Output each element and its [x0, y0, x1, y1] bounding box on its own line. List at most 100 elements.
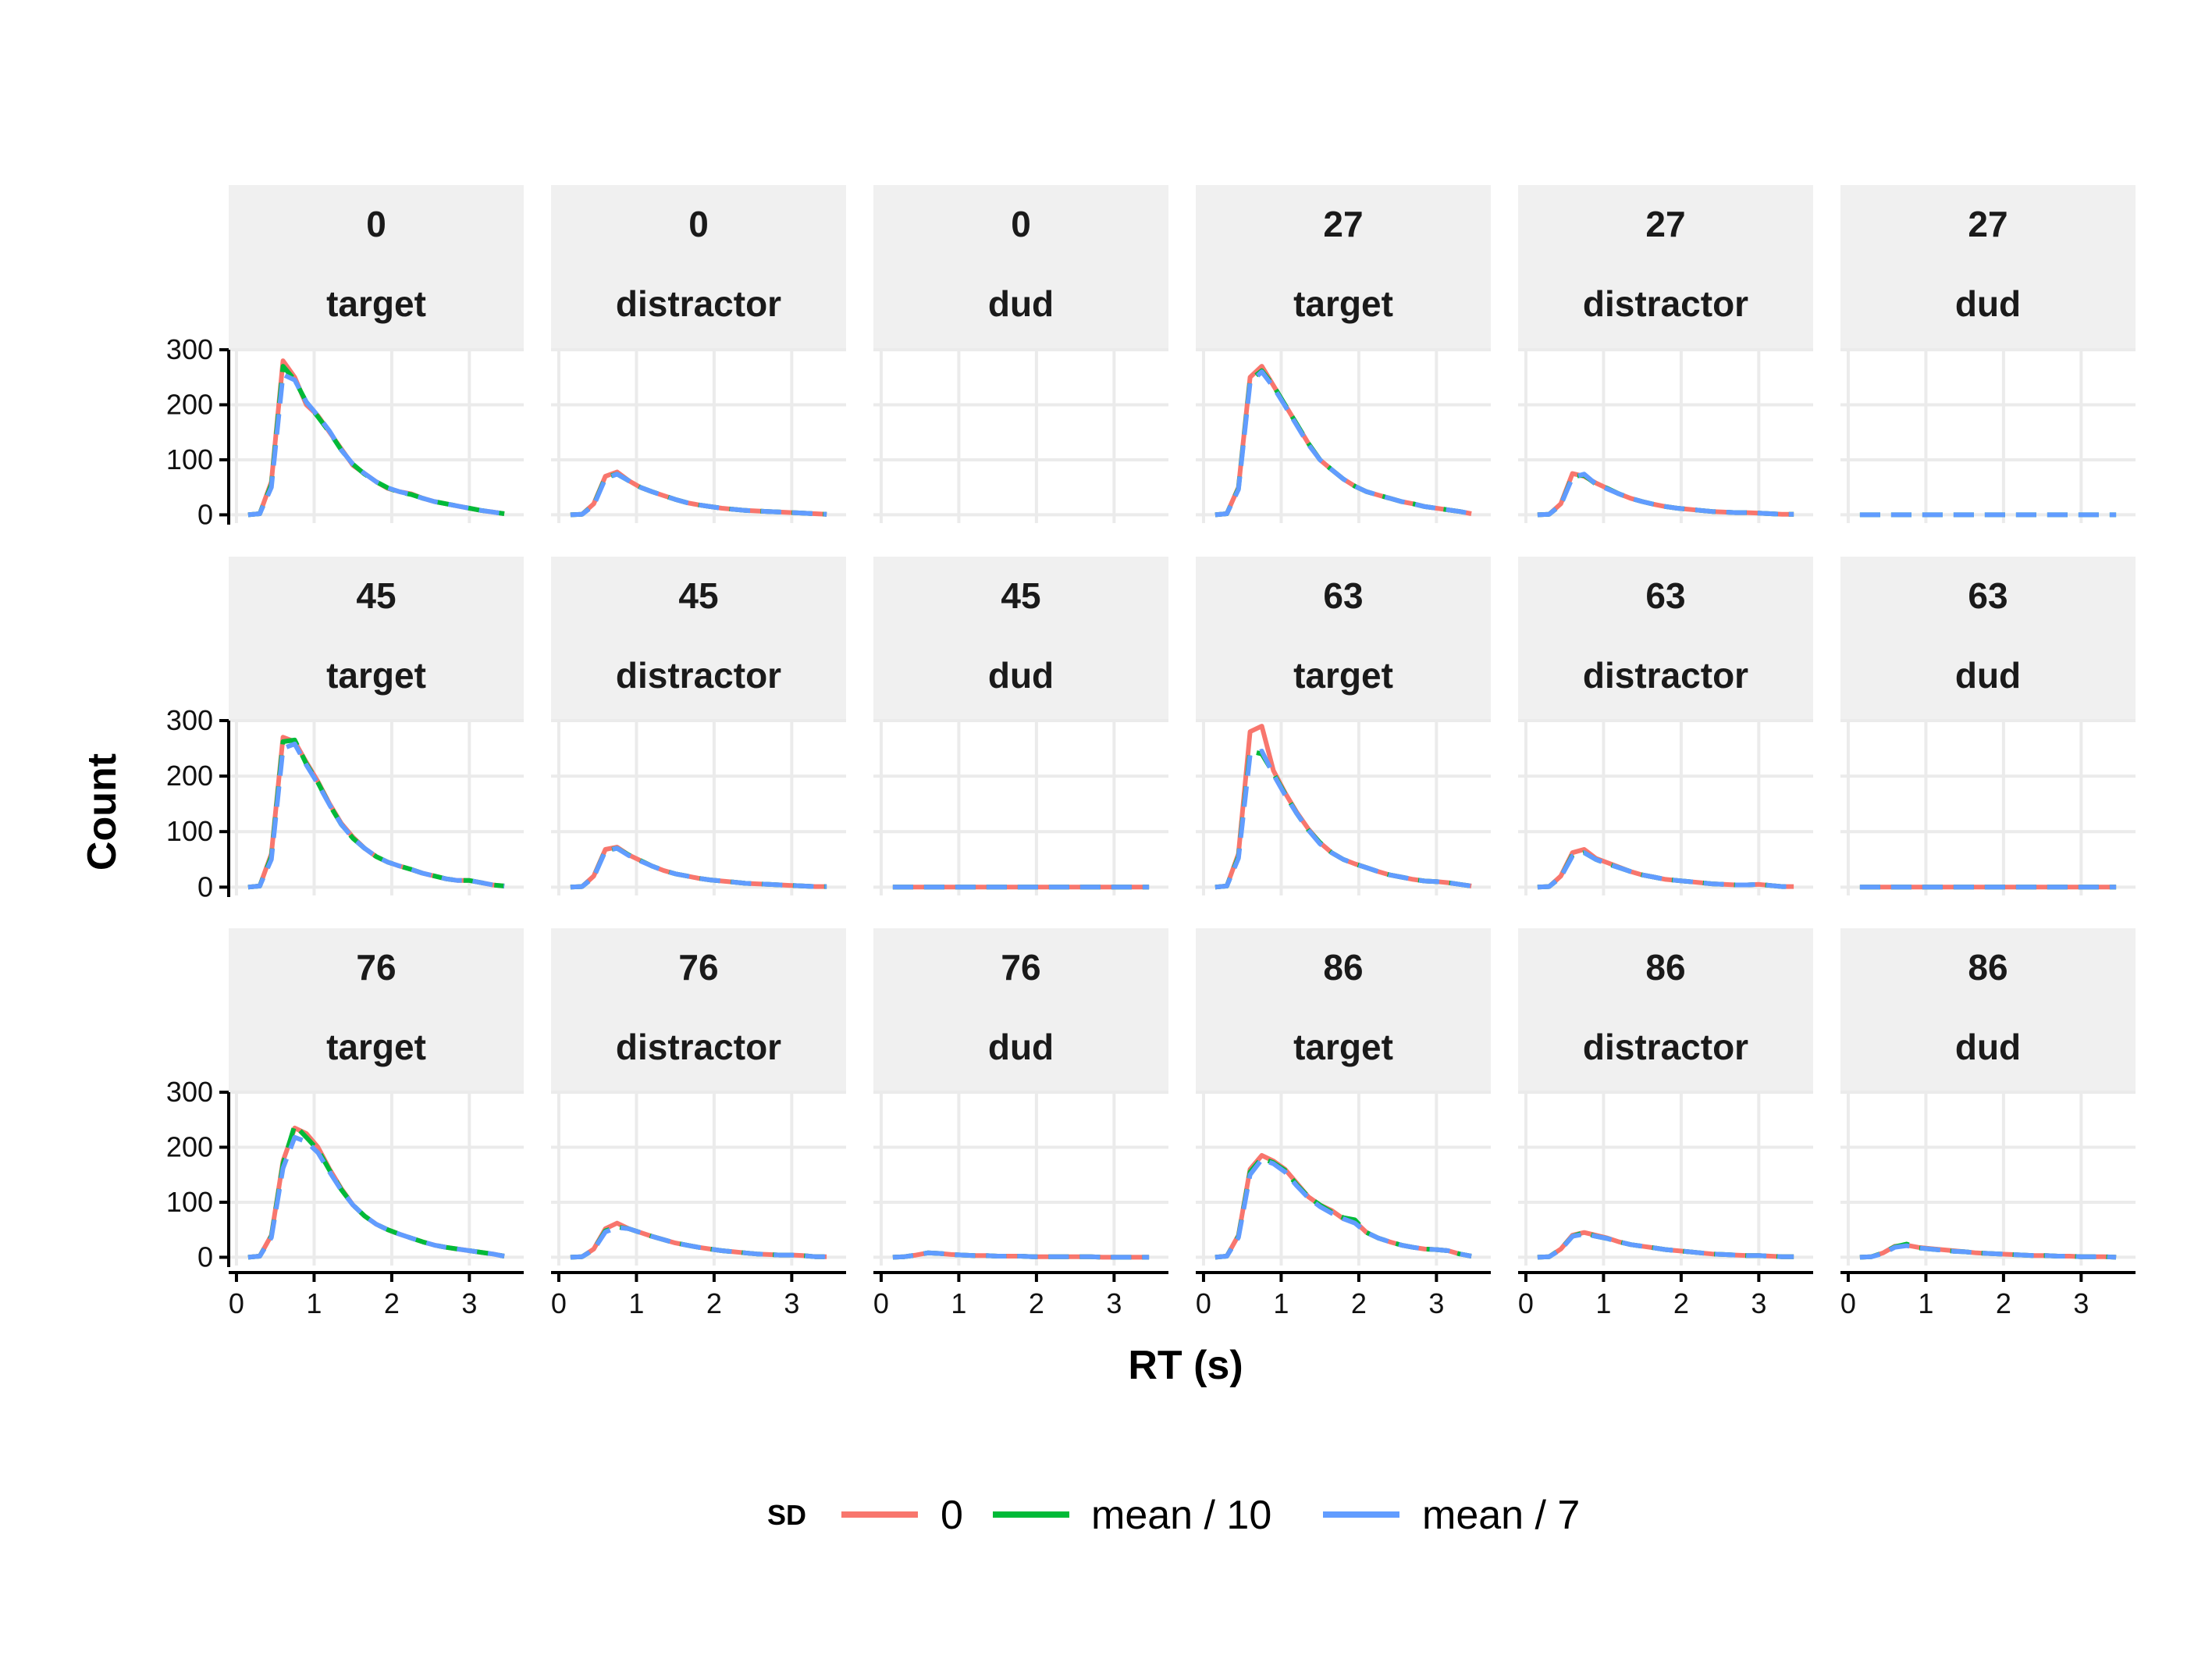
series-line-mean-10 — [1537, 850, 1794, 890]
facet-panel-76-dud: 76 dud — [873, 928, 1168, 1266]
facet-strip — [873, 557, 1168, 721]
facet-strip-label-2: target — [1293, 655, 1393, 696]
facet-strip — [1518, 928, 1813, 1092]
facet-panel-45-distractor: 45 distractor — [551, 557, 846, 895]
facet-strip-label-1: 76 — [356, 947, 396, 988]
facet-strip-label-2: distractor — [616, 1027, 781, 1067]
x-tick-label: 2 — [1029, 1287, 1044, 1319]
series-line-0 — [1537, 847, 1794, 890]
x-tick-label: 1 — [1273, 1287, 1289, 1319]
x-tick-label: 3 — [461, 1287, 477, 1319]
facet-strip — [1196, 557, 1491, 721]
facet-strip-label-1: 45 — [356, 575, 396, 616]
facet-strip-label-1: 27 — [1323, 204, 1363, 244]
facet-panel-86-distractor: 86 distractor — [1518, 928, 1813, 1266]
facet-panel-63-dud: 63 dud — [1840, 557, 2136, 895]
facet-strip-label-2: distractor — [616, 283, 781, 324]
facet-strip — [873, 928, 1168, 1092]
facet-strip-label-2: target — [326, 655, 426, 696]
facet-strip-label-2: dud — [1955, 655, 2021, 696]
series-line-mean-10 — [1214, 749, 1472, 890]
x-tick-label: 2 — [706, 1287, 722, 1319]
facet-strip-label-2: target — [326, 1027, 426, 1067]
facet-strip-label-2: target — [326, 283, 426, 324]
facet-strip-label-1: 0 — [1011, 204, 1031, 244]
x-axis-col-1: 0 1 2 3 — [229, 1271, 524, 1319]
legend: SD 0 mean / 10 mean / 7 — [767, 1493, 1580, 1538]
facet-strip — [873, 185, 1168, 350]
series-line-mean-7 — [247, 1134, 505, 1260]
series-line-mean-10 — [247, 1123, 505, 1260]
series-line-mean-10 — [570, 846, 827, 890]
facet-strip — [229, 185, 524, 350]
x-tick-label: 0 — [1518, 1287, 1534, 1319]
series-line-mean-7 — [247, 372, 505, 518]
facet-strip — [1840, 185, 2136, 350]
facet-strip — [1196, 928, 1491, 1092]
series-line-mean-7 — [1214, 749, 1472, 890]
y-axis-title: Count — [80, 753, 125, 870]
series-line-mean-7 — [1537, 472, 1794, 518]
facet-strip-label-2: distractor — [616, 655, 781, 696]
y-tick-label: 0 — [197, 1241, 213, 1273]
facet-strip — [229, 557, 524, 721]
x-axis-col-6: 0 1 2 3 — [1840, 1271, 2136, 1319]
series-line-mean-10 — [247, 364, 505, 518]
x-tick-label: 0 — [873, 1287, 889, 1319]
facet-strip-label-2: distractor — [1583, 655, 1748, 696]
facet-strip-label-1: 27 — [1968, 204, 2008, 244]
facet-strip — [229, 928, 524, 1092]
facet-strip — [1840, 557, 2136, 721]
series-line-mean-7 — [570, 472, 827, 518]
facet-strip-label-2: dud — [1955, 1027, 2021, 1067]
series-line-mean-7 — [1537, 850, 1794, 890]
facet-panel-0-distractor: 0 distractor — [551, 185, 846, 523]
facet-strip-label-2: distractor — [1583, 1027, 1748, 1067]
facet-strip-label-1: 0 — [688, 204, 709, 244]
series-line-mean-7 — [892, 1250, 1150, 1260]
y-tick-label: 100 — [166, 1186, 213, 1218]
facet-strip-label-2: target — [1293, 283, 1393, 324]
x-tick-label: 1 — [1595, 1287, 1611, 1319]
series-line-mean-10 — [247, 737, 505, 890]
x-tick-label: 0 — [1196, 1287, 1211, 1319]
facet-panel-76-target: 76 target 0 100 200 300 — [166, 928, 524, 1273]
x-tick-label: 1 — [1918, 1287, 1933, 1319]
facet-panel-27-distractor: 27 distractor — [1518, 185, 1813, 523]
facet-strip-label-1: 45 — [1001, 575, 1040, 616]
series-line-0 — [1214, 364, 1472, 518]
facet-strip — [1518, 557, 1813, 721]
facet-strip — [1518, 185, 1813, 350]
x-tick-label: 1 — [306, 1287, 322, 1319]
series-line-mean-7 — [1214, 369, 1472, 518]
legend-label-3: mean / 7 — [1422, 1493, 1580, 1538]
y-tick-label: 300 — [166, 333, 213, 365]
facet-panel-76-distractor: 76 distractor — [551, 928, 846, 1266]
facet-strip-label-2: dud — [988, 1027, 1054, 1067]
facet-strip — [1840, 928, 2136, 1092]
facet-strip-label-1: 86 — [1323, 947, 1363, 988]
facet-strip — [551, 928, 846, 1092]
series-line-mean-10 — [1214, 368, 1472, 518]
series-line-mean-7 — [1537, 1231, 1794, 1260]
facet-strip-label-1: 0 — [366, 204, 386, 244]
series-line-0 — [570, 469, 827, 518]
x-axis-col-4: 0 1 2 3 — [1196, 1271, 1491, 1319]
y-tick-label: 300 — [166, 704, 213, 736]
x-tick-label: 0 — [551, 1287, 567, 1319]
facet-strip-label-1: 86 — [1968, 947, 2008, 988]
facet-panel-0-dud: 0 dud — [873, 185, 1168, 523]
y-tick-label: 300 — [166, 1076, 213, 1108]
legend-title: SD — [767, 1499, 806, 1531]
facet-panel-86-dud: 86 dud — [1840, 928, 2136, 1266]
x-tick-label: 2 — [1351, 1287, 1367, 1319]
facet-strip-label-2: dud — [1955, 283, 2021, 324]
y-tick-label: 0 — [197, 870, 213, 902]
facet-strip — [1196, 185, 1491, 350]
series-line-0 — [1214, 724, 1472, 890]
series-line-mean-7 — [1214, 1157, 1472, 1260]
x-tick-label: 3 — [784, 1287, 799, 1319]
y-tick-label: 200 — [166, 388, 213, 420]
series-line-mean-7 — [570, 1225, 827, 1260]
